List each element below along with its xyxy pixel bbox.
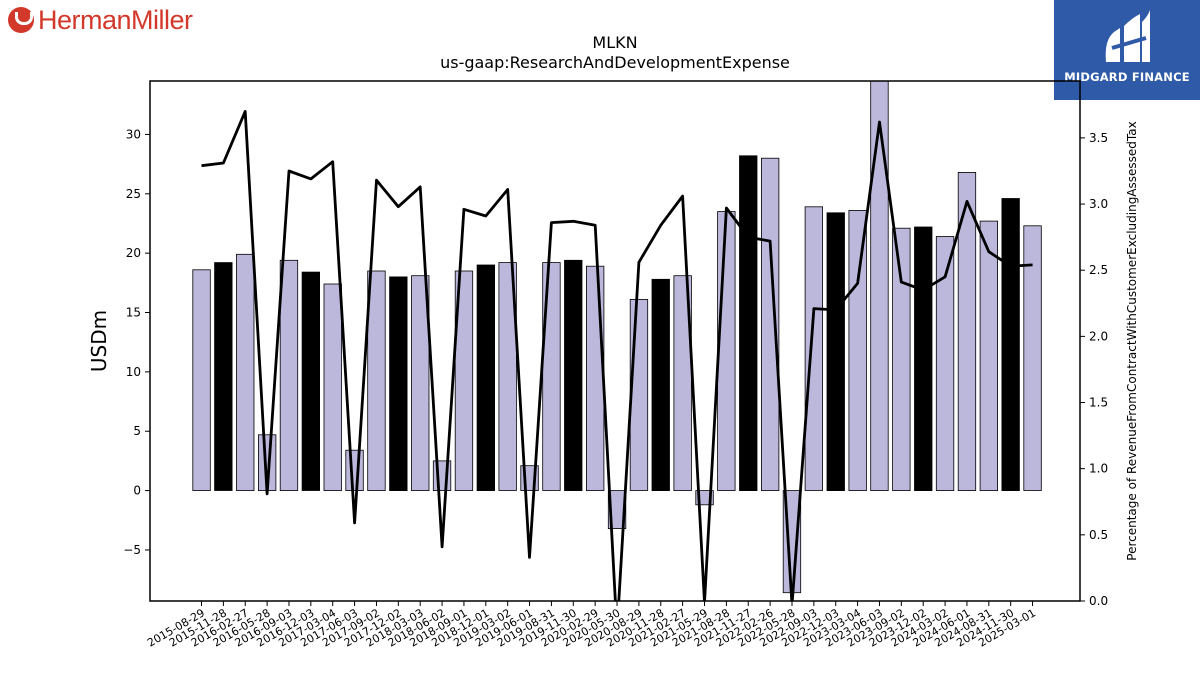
bar-2023-06-03	[870, 81, 889, 492]
y2-tick-label: 3.5	[1089, 131, 1108, 145]
y-tick-label: 20	[126, 246, 141, 260]
midgard-mark-icon	[1105, 10, 1150, 62]
herman-miller-logo-text: HermanMiller	[38, 4, 193, 35]
y2-tick-label: 0.5	[1089, 528, 1108, 542]
y2-tick-label: 2.0	[1089, 329, 1108, 343]
bar-2018-09-01	[454, 270, 474, 492]
bar-2015-08-29	[192, 269, 211, 491]
y-tick-label: −5	[123, 543, 141, 557]
bar-2017-12-02	[389, 276, 408, 491]
bar-2019-11-30	[564, 259, 583, 491]
y2-tick-label: 0.0	[1089, 594, 1108, 608]
bar-2021-08-28	[717, 211, 736, 492]
y2-tick-label: 1.0	[1089, 462, 1108, 476]
y2-axis-label: Percentage of RevenueFromContractWithCus…	[1125, 121, 1139, 560]
y-axis-label: USDm	[87, 310, 111, 372]
bar-2021-11-27	[739, 155, 758, 491]
y2-tick-label: 1.5	[1089, 396, 1108, 410]
y-tick-label: 0	[133, 484, 141, 498]
series-line	[201, 110, 1033, 601]
bar-2017-09-02	[367, 270, 386, 492]
bar-2023-09-02	[892, 227, 911, 491]
bar-2017-03-04	[323, 283, 342, 492]
bar-2022-09-03	[804, 206, 823, 491]
midgard-finance-logo: MIDGARD FINANCE	[1054, 0, 1200, 100]
herman-miller-mark-icon	[8, 7, 34, 33]
bar-2020-11-28	[651, 278, 670, 491]
chart-subtitle: us-gaap:ResearchAndDevelopmentExpense	[440, 53, 790, 72]
y2-tick-label: 2.5	[1089, 263, 1108, 277]
bar-2024-08-31	[979, 220, 998, 492]
bar-2023-12-02	[914, 226, 933, 492]
bar-2022-12-03	[826, 212, 845, 491]
bar-2016-09-03	[279, 259, 299, 491]
y-tick-label: 5	[133, 424, 141, 438]
bar-2024-06-01	[957, 171, 977, 492]
bar-2023-03-04	[848, 209, 867, 492]
y2-tick-label: 3.0	[1089, 197, 1108, 211]
bar-2018-12-01	[476, 264, 496, 492]
bar-2020-08-29	[629, 298, 649, 491]
bar-2016-12-03	[301, 271, 321, 491]
bar-2018-03-03	[411, 275, 430, 492]
y-tick-label: 10	[126, 365, 141, 379]
bar-2020-05-30	[607, 490, 627, 530]
bar-2015-11-28	[214, 262, 233, 491]
y-tick-label: 25	[126, 187, 141, 201]
midgard-logo-text: MIDGARD FINANCE	[1064, 70, 1190, 84]
bar-2016-02-27	[236, 253, 255, 492]
bar-2024-11-30	[1001, 198, 1020, 492]
bar-2020-02-29	[586, 265, 605, 492]
bar-2019-03-02	[498, 262, 517, 491]
chart-title: MLKN	[592, 33, 637, 52]
y-tick-label: 15	[126, 306, 141, 320]
herman-miller-logo: HermanMiller	[8, 4, 193, 36]
bar-2025-03-01	[1023, 225, 1042, 491]
plot-frame	[149, 80, 1081, 602]
bar-2017-06-03	[345, 449, 364, 492]
y-tick-label: 30	[126, 127, 141, 141]
bar-2024-03-02	[935, 236, 955, 492]
